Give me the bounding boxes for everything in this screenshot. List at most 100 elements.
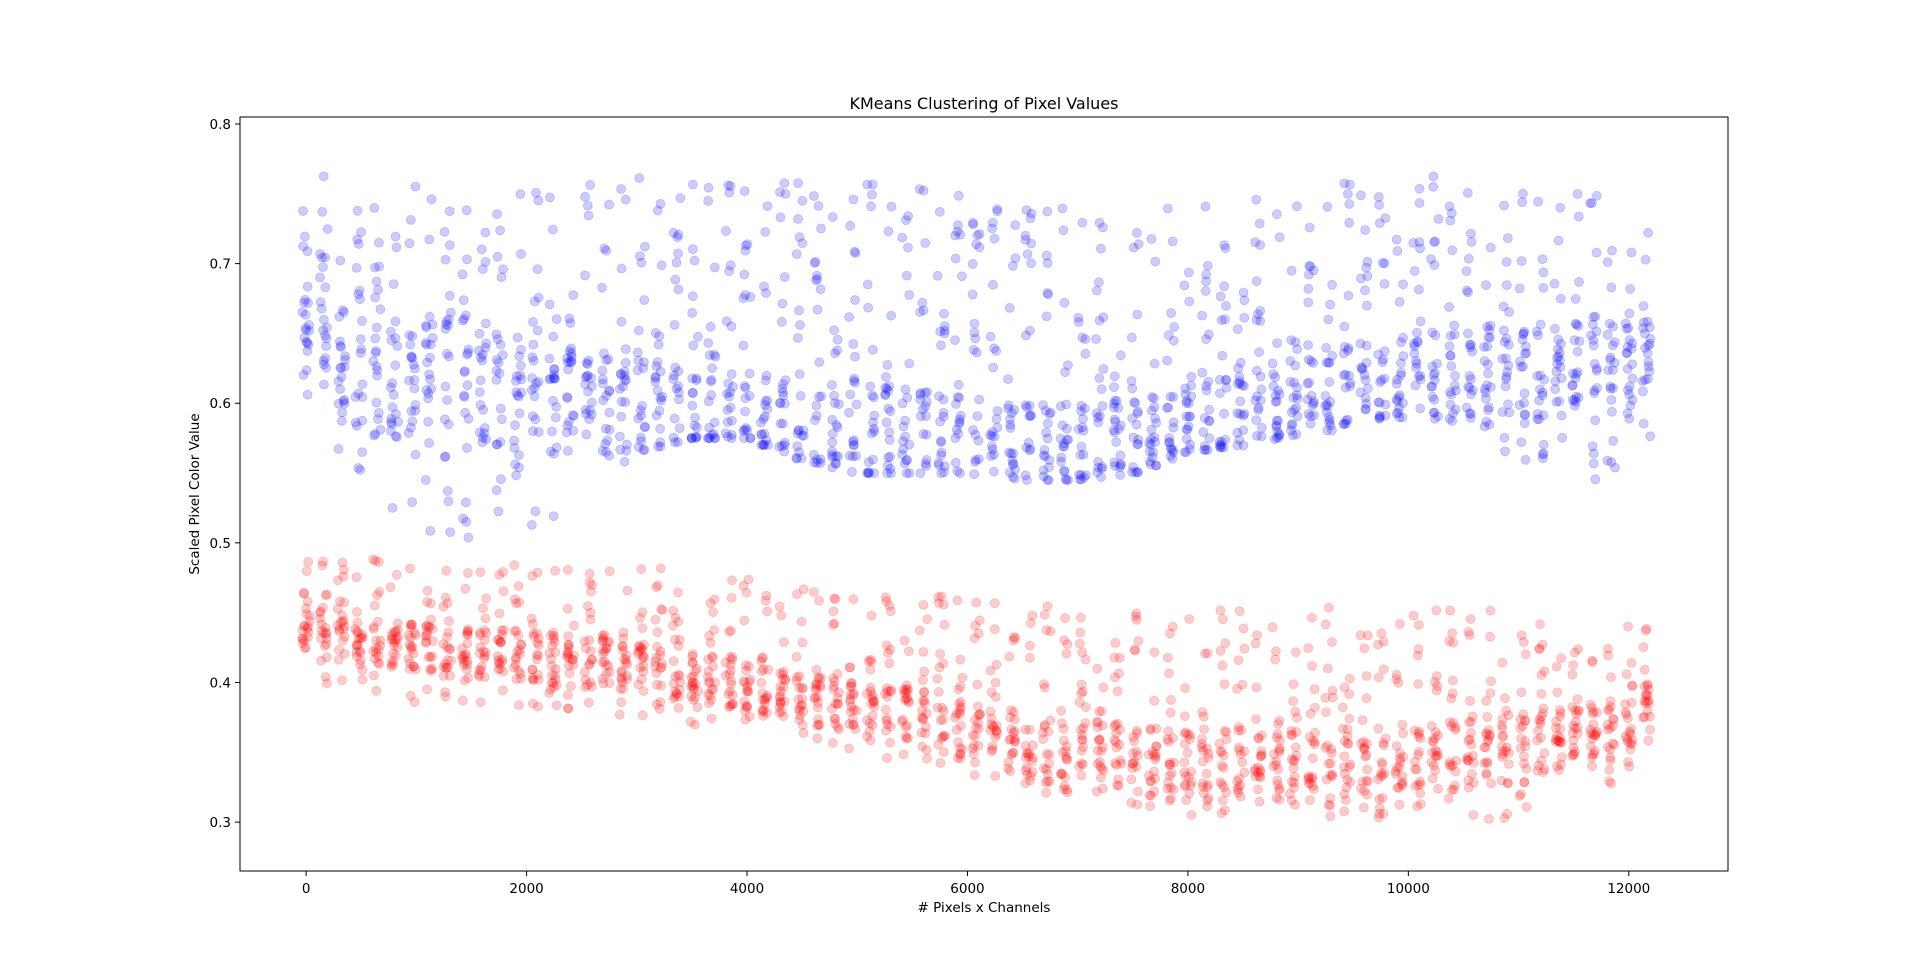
scatter-point (1061, 746, 1071, 756)
scatter-point (1151, 417, 1162, 428)
scatter-point (937, 731, 948, 742)
scatter-point (1445, 605, 1455, 616)
scatter-point (370, 556, 381, 566)
scatter-point (1521, 348, 1532, 359)
scatter-point (1216, 439, 1226, 450)
scatter-point (745, 674, 756, 685)
scatter-point (300, 309, 311, 320)
scatter-point (1397, 777, 1408, 787)
scatter-point (498, 264, 509, 275)
scatter-point (1645, 333, 1656, 344)
scatter-point (974, 242, 985, 253)
scatter-point (670, 634, 680, 645)
scatter-point (317, 206, 328, 217)
scatter-point (971, 597, 982, 608)
scatter-point (337, 610, 348, 621)
scatter-point (651, 652, 662, 663)
scatter-point (1096, 706, 1107, 716)
scatter-point (495, 663, 506, 674)
scatter-point (921, 396, 932, 407)
scatter-point (1042, 601, 1053, 612)
scatter-point (902, 454, 912, 465)
scatter-point (516, 639, 527, 650)
scatter-point (357, 629, 368, 640)
scatter-point (756, 677, 767, 688)
scatter-point (1450, 404, 1461, 415)
scatter-point (1164, 437, 1175, 448)
scatter-point (937, 702, 947, 713)
scatter-point (339, 648, 350, 659)
scatter-point (1609, 739, 1620, 750)
scatter-point (372, 616, 383, 627)
scatter-point (299, 621, 310, 632)
scatter-point (534, 640, 544, 650)
scatter-point (900, 415, 910, 426)
scatter-point (939, 467, 949, 478)
scatter-point (1237, 380, 1248, 391)
scatter-point (1221, 734, 1232, 745)
scatter-point (827, 446, 837, 457)
scatter-point (321, 639, 332, 649)
scatter-point (439, 414, 450, 425)
scatter-point (1395, 619, 1405, 629)
scatter-point (685, 716, 696, 727)
scatter-point (1151, 460, 1161, 471)
scatter-point (936, 733, 947, 744)
scatter-point (846, 701, 857, 712)
scatter-point (833, 687, 844, 698)
scatter-point (779, 446, 790, 457)
scatter-point (1306, 356, 1317, 366)
scatter-point (987, 431, 997, 441)
scatter-point (1326, 744, 1337, 755)
scatter-point (724, 266, 734, 277)
scatter-point (390, 333, 401, 344)
scatter-point (1235, 409, 1245, 419)
scatter-point (386, 658, 397, 669)
scatter-point (498, 625, 509, 636)
scatter-point (1004, 735, 1015, 745)
scatter-point (973, 628, 984, 639)
scatter-point (1005, 712, 1016, 723)
scatter-point (775, 187, 785, 198)
scatter-point (688, 340, 699, 351)
scatter-point (462, 659, 473, 670)
scatter-point (952, 226, 963, 237)
scatter-point (441, 663, 452, 674)
scatter-point (460, 407, 471, 418)
scatter-point (757, 705, 768, 715)
scatter-point (1497, 407, 1508, 417)
scatter-point (1638, 323, 1648, 333)
scatter-point (706, 429, 717, 440)
scatter-point (1009, 714, 1020, 725)
scatter-point (1360, 404, 1371, 415)
scatter-point (1292, 712, 1302, 723)
scatter-point (526, 384, 537, 395)
scatter-point (710, 433, 721, 444)
scatter-point (922, 614, 933, 625)
scatter-point (371, 322, 382, 333)
scatter-point (1587, 441, 1598, 452)
scatter-point (1077, 217, 1088, 228)
scatter-point (425, 374, 436, 385)
scatter-point (1058, 723, 1069, 734)
scatter-point (687, 307, 698, 318)
scatter-point (457, 654, 468, 664)
scatter-point (357, 415, 368, 426)
scatter-point (1163, 330, 1174, 341)
scatter-point (1180, 683, 1191, 693)
scatter-point (336, 362, 347, 373)
scatter-point (1589, 385, 1600, 396)
scatter-point (655, 563, 666, 574)
scatter-point (939, 730, 950, 741)
scatter-point (298, 241, 309, 252)
scatter-point (760, 226, 771, 237)
scatter-point (548, 678, 559, 688)
scatter-point (968, 749, 979, 759)
scatter-point (438, 639, 449, 649)
scatter-point (758, 439, 769, 450)
scatter-point (1519, 409, 1530, 420)
scatter-point (1602, 455, 1613, 466)
scatter-point (1076, 400, 1087, 411)
scatter-point (1220, 805, 1230, 816)
scatter-point (509, 626, 520, 636)
